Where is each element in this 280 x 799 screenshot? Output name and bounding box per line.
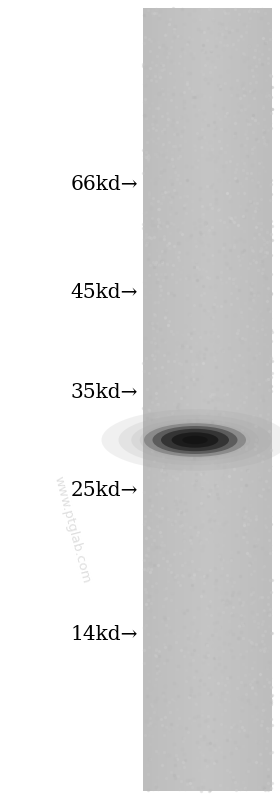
Bar <box>263 8 265 791</box>
Ellipse shape <box>101 409 280 471</box>
Bar <box>143 8 272 791</box>
Bar <box>235 8 238 791</box>
Bar <box>173 8 175 791</box>
Bar <box>156 8 158 791</box>
Bar <box>244 8 246 791</box>
Ellipse shape <box>172 432 218 447</box>
Bar <box>150 8 151 791</box>
Bar <box>160 8 162 791</box>
Bar <box>227 8 229 791</box>
Bar <box>192 8 195 791</box>
Bar <box>229 8 231 791</box>
Bar <box>158 8 160 791</box>
Bar <box>270 8 272 791</box>
Bar <box>216 8 218 791</box>
Ellipse shape <box>182 435 208 444</box>
Bar <box>268 8 270 791</box>
Bar <box>171 8 173 791</box>
Bar <box>207 8 210 791</box>
Bar <box>201 8 203 791</box>
Bar <box>246 8 248 791</box>
Bar <box>223 8 225 791</box>
Ellipse shape <box>153 426 237 454</box>
Bar <box>253 8 255 791</box>
Bar <box>218 8 220 791</box>
Bar <box>151 8 154 791</box>
Bar <box>199 8 201 791</box>
Bar <box>240 8 242 791</box>
Bar <box>154 8 156 791</box>
Bar <box>186 8 188 791</box>
Bar <box>182 8 184 791</box>
Bar <box>212 8 214 791</box>
Bar <box>251 8 253 791</box>
Bar <box>175 8 178 791</box>
Text: 45kd→: 45kd→ <box>71 284 138 303</box>
Bar <box>220 8 223 791</box>
Bar <box>225 8 227 791</box>
Bar <box>190 8 192 791</box>
Bar <box>178 8 179 791</box>
Bar <box>242 8 244 791</box>
Bar <box>143 8 145 791</box>
Ellipse shape <box>131 419 259 461</box>
Ellipse shape <box>144 423 246 457</box>
Text: www.ptglab.com: www.ptglab.com <box>52 475 93 585</box>
Bar <box>184 8 186 791</box>
Bar <box>197 8 199 791</box>
Bar <box>145 8 147 791</box>
Bar <box>233 8 235 791</box>
Text: 25kd→: 25kd→ <box>71 480 138 499</box>
Bar <box>210 8 212 791</box>
Bar <box>259 8 261 791</box>
Ellipse shape <box>140 422 250 458</box>
Text: 66kd→: 66kd→ <box>70 176 138 194</box>
Bar <box>231 8 233 791</box>
Bar <box>238 8 240 791</box>
Bar <box>255 8 257 791</box>
Bar <box>261 8 263 791</box>
Bar <box>167 8 169 791</box>
Bar <box>195 8 197 791</box>
Bar <box>265 8 268 791</box>
Bar <box>205 8 207 791</box>
Bar <box>214 8 216 791</box>
Bar <box>169 8 171 791</box>
Bar <box>179 8 182 791</box>
Text: 35kd→: 35kd→ <box>71 384 138 403</box>
Bar <box>165 8 167 791</box>
Bar <box>203 8 205 791</box>
Bar <box>147 8 150 791</box>
Bar <box>248 8 251 791</box>
Bar <box>257 8 259 791</box>
Bar <box>162 8 165 791</box>
Text: 14kd→: 14kd→ <box>71 626 138 645</box>
Ellipse shape <box>161 429 229 451</box>
Ellipse shape <box>118 415 272 465</box>
Bar <box>188 8 190 791</box>
